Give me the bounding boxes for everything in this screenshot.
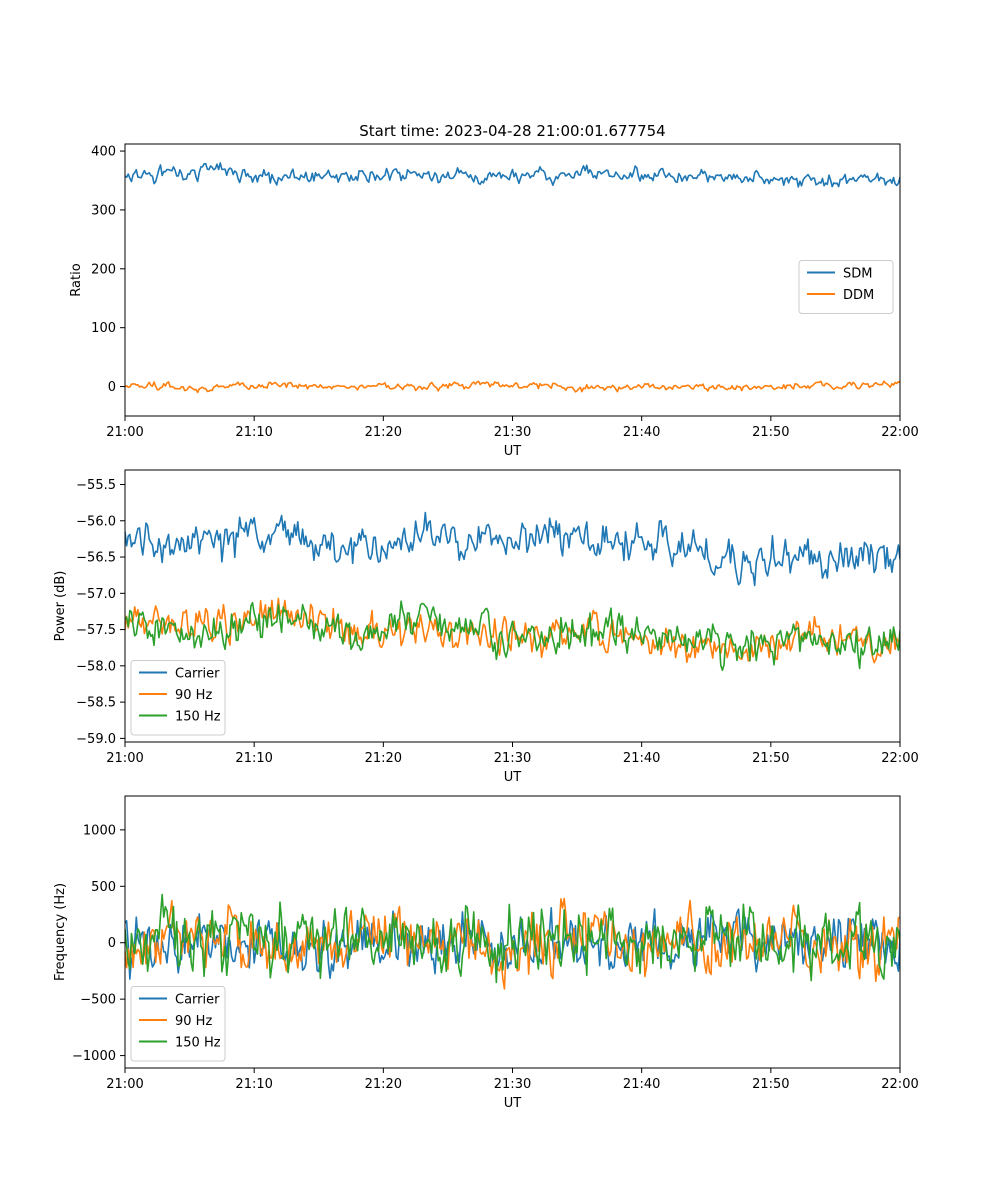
x-tick-label: 21:40 xyxy=(623,1077,660,1092)
series-line-carrier xyxy=(125,906,900,980)
legend-label-90-hz: 90 Hz xyxy=(175,1014,212,1029)
x-tick-label: 21:50 xyxy=(752,425,789,440)
x-tick-label: 21:30 xyxy=(494,751,531,766)
series-line-90-hz xyxy=(125,597,900,664)
series-line-150-hz xyxy=(125,600,900,672)
y-tick-label: 400 xyxy=(91,145,116,160)
x-tick-label: 21:50 xyxy=(752,751,789,766)
x-tick-label: 21:20 xyxy=(365,425,402,440)
x-tick-label: 22:00 xyxy=(881,1077,918,1092)
series-line-ddm xyxy=(125,380,900,394)
x-tick-label: 21:10 xyxy=(235,1077,272,1092)
y-tick-label: 200 xyxy=(91,262,116,277)
x-tick-label: 21:00 xyxy=(106,751,143,766)
series-line-150-hz xyxy=(125,893,900,984)
legend-label-150-hz: 150 Hz xyxy=(175,1036,221,1051)
legend-box xyxy=(798,260,894,314)
plot-area xyxy=(125,511,900,672)
x-tick-label: 21:40 xyxy=(623,425,660,440)
x-axis-label: UT xyxy=(504,1096,522,1111)
plot-area xyxy=(125,162,900,394)
legend: Carrier 90 Hz 150 Hz xyxy=(130,660,226,736)
x-tick-label: 21:10 xyxy=(235,751,272,766)
x-tick-label: 21:40 xyxy=(623,751,660,766)
x-tick-label: 21:20 xyxy=(365,1077,402,1092)
series-line-carrier xyxy=(125,511,900,587)
x-tick-label: 21:20 xyxy=(365,751,402,766)
y-tick-label: 0 xyxy=(108,380,116,395)
x-tick-label: 21:50 xyxy=(752,1077,789,1092)
x-tick-label: 22:00 xyxy=(881,751,918,766)
y-tick-label: −500 xyxy=(80,993,116,1008)
panel-3: 21:00 21:10 21:20 21:30 21:40 21:50 22:00 UT −10… xyxy=(53,795,919,1111)
panels: 21:00 21:10 21:20 21:30 21:40 21:50 22:00 UT 0 10… xyxy=(53,143,919,1111)
x-tick-label: 21:00 xyxy=(106,425,143,440)
x-tick-label: 21:30 xyxy=(494,425,531,440)
legend: Carrier 90 Hz 150 Hz xyxy=(130,986,226,1062)
x-tick-label: 21:00 xyxy=(106,1077,143,1092)
y-tick-label: −1000 xyxy=(72,1049,116,1064)
y-tick-label: −57.0 xyxy=(76,587,116,602)
y-tick-label: 300 xyxy=(91,203,116,218)
legend-label-90-hz: 90 Hz xyxy=(175,688,212,703)
y-tick-label: 100 xyxy=(91,321,116,336)
panel-1: 21:00 21:10 21:20 21:30 21:40 21:50 22:00 UT 0 10… xyxy=(69,143,919,459)
legend-label-sdm: SDM xyxy=(843,267,872,282)
y-tick-label: −55.5 xyxy=(76,478,116,493)
x-axis-label: UT xyxy=(504,770,522,785)
legend-label-carrier: Carrier xyxy=(175,667,220,682)
legend-label-carrier: Carrier xyxy=(175,993,220,1008)
y-tick-label: −58.0 xyxy=(76,659,116,674)
y-axis-label: Frequency (Hz) xyxy=(53,883,68,981)
y-axis-label: Ratio xyxy=(69,263,84,296)
legend: SDM DDM xyxy=(798,260,894,314)
x-tick-label: 22:00 xyxy=(881,425,918,440)
x-tick-label: 21:30 xyxy=(494,1077,531,1092)
y-axis-label: Power (dB) xyxy=(53,571,68,642)
legend-label-ddm: DDM xyxy=(843,288,874,303)
y-tick-label: −59.0 xyxy=(76,732,116,747)
y-tick-label: −58.5 xyxy=(76,696,116,711)
series-line-sdm xyxy=(125,162,900,188)
y-tick-label: −56.0 xyxy=(76,514,116,529)
y-tick-label: 1000 xyxy=(83,823,116,838)
y-tick-label: 0 xyxy=(108,936,116,951)
plot-area xyxy=(125,893,900,990)
y-tick-label: −56.5 xyxy=(76,551,116,566)
figure-title: Start time: 2023-04-28 21:00:01.677754 xyxy=(359,122,665,140)
x-tick-label: 21:10 xyxy=(235,425,272,440)
legend-label-150-hz: 150 Hz xyxy=(175,710,221,725)
x-axis-label: UT xyxy=(504,444,522,459)
y-tick-label: 500 xyxy=(91,880,116,895)
panel-2: 21:00 21:10 21:20 21:30 21:40 21:50 22:00 UT −59… xyxy=(53,469,919,785)
y-tick-label: −57.5 xyxy=(76,623,116,638)
